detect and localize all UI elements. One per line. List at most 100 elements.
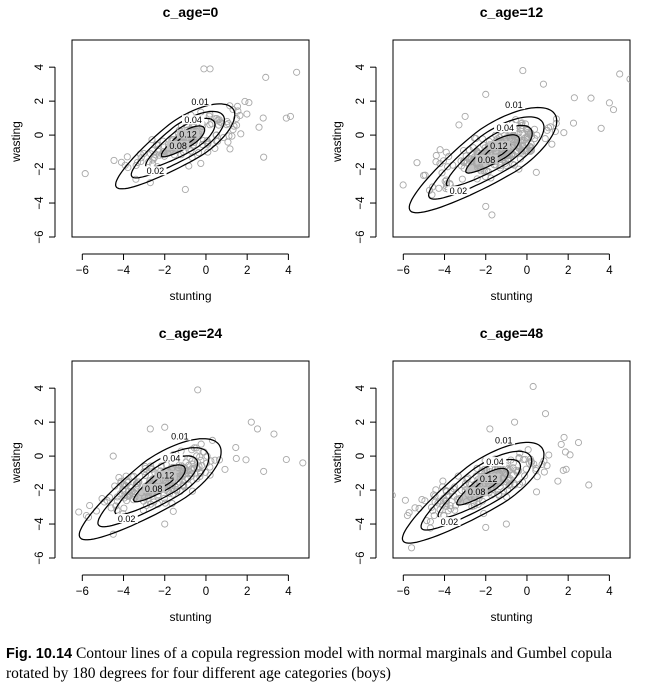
data-point bbox=[526, 130, 534, 138]
data-point bbox=[188, 457, 196, 465]
data-point bbox=[161, 499, 169, 507]
data-point bbox=[199, 136, 207, 145]
data-point bbox=[159, 148, 167, 156]
y-tick-label: −2 bbox=[34, 484, 46, 497]
contour-label: 0.08 bbox=[145, 484, 163, 494]
data-point bbox=[186, 454, 194, 462]
data-point bbox=[411, 504, 419, 512]
data-point bbox=[597, 124, 605, 132]
contour-label: 0.12 bbox=[490, 141, 508, 151]
y-tick-label: 2 bbox=[355, 419, 367, 425]
contour-line bbox=[114, 103, 236, 190]
data-point bbox=[214, 116, 222, 124]
y-tick-label: −6 bbox=[355, 230, 367, 243]
contour-label-bg bbox=[166, 140, 190, 150]
data-point bbox=[557, 440, 565, 448]
data-point bbox=[189, 141, 197, 149]
data-point bbox=[446, 502, 454, 510]
data-point bbox=[403, 511, 411, 520]
contour-label: 0.08 bbox=[478, 155, 496, 165]
contour-line bbox=[456, 467, 509, 506]
data-point bbox=[460, 157, 468, 165]
x-axis-label: stunting bbox=[169, 289, 211, 303]
data-point bbox=[196, 472, 204, 481]
data-point bbox=[496, 164, 504, 172]
data-point bbox=[459, 146, 468, 155]
data-point bbox=[81, 170, 89, 178]
x-tick-label: 0 bbox=[524, 265, 530, 277]
data-point bbox=[436, 160, 444, 168]
data-point bbox=[260, 467, 268, 475]
data-point bbox=[530, 460, 538, 468]
contour-label-bg bbox=[438, 517, 461, 527]
data-point bbox=[445, 152, 453, 160]
y-axis-label: wasting bbox=[330, 442, 344, 484]
data-point bbox=[224, 119, 232, 128]
data-point bbox=[75, 508, 83, 516]
data-point bbox=[451, 502, 460, 510]
data-point bbox=[605, 99, 613, 107]
data-point bbox=[432, 151, 440, 160]
contour-label-bg bbox=[483, 457, 507, 467]
contour-label-bg bbox=[492, 435, 515, 445]
y-tick-label: 2 bbox=[34, 419, 46, 425]
data-point bbox=[543, 462, 551, 470]
x-axis-label: stunting bbox=[490, 289, 532, 303]
x-tick-label: 2 bbox=[244, 586, 250, 598]
data-point bbox=[455, 121, 463, 129]
contour-label-bg bbox=[160, 453, 183, 463]
y-tick-label: −4 bbox=[34, 196, 46, 210]
contour-label-bg bbox=[502, 100, 526, 110]
data-point bbox=[86, 501, 94, 510]
caption-text: Contour lines of a copula regression mod… bbox=[6, 645, 613, 682]
data-point bbox=[482, 523, 490, 531]
x-tick-label: −4 bbox=[438, 265, 452, 277]
data-point bbox=[197, 159, 205, 167]
data-point bbox=[548, 140, 556, 148]
data-point bbox=[529, 382, 537, 391]
caption-label: Fig. 10.14 bbox=[6, 646, 73, 662]
data-point bbox=[132, 175, 140, 183]
data-point bbox=[560, 129, 568, 137]
data-point bbox=[211, 456, 219, 464]
data-point bbox=[438, 169, 446, 177]
data-point bbox=[179, 481, 187, 489]
figure: c_age=0 stunting wasting −6 −4 −2 0 2 4 −6 −4 −2 0 2 4… bbox=[9, 4, 631, 624]
contour-line bbox=[427, 116, 545, 200]
data-point bbox=[221, 465, 229, 473]
plot-frame bbox=[392, 360, 631, 559]
data-point bbox=[255, 123, 263, 131]
data-point bbox=[616, 70, 624, 78]
data-point bbox=[286, 112, 295, 120]
data-point bbox=[486, 425, 494, 433]
data-point bbox=[511, 418, 519, 426]
data-point bbox=[134, 478, 142, 486]
x-axis-label: stunting bbox=[490, 610, 532, 624]
data-point bbox=[454, 496, 462, 504]
data-point bbox=[426, 518, 434, 526]
x-axis-label: stunting bbox=[169, 610, 211, 624]
x-tick-label: 4 bbox=[606, 586, 613, 598]
data-point bbox=[541, 135, 549, 143]
contour-label-bg bbox=[144, 166, 167, 176]
data-point bbox=[224, 138, 232, 146]
data-point bbox=[505, 466, 513, 475]
data-point bbox=[299, 459, 307, 467]
data-point bbox=[494, 490, 503, 498]
data-point bbox=[439, 477, 447, 485]
contour-label-bg bbox=[154, 470, 177, 480]
data-point bbox=[188, 487, 197, 495]
data-point bbox=[161, 423, 169, 431]
plot-frame bbox=[71, 39, 310, 238]
y-tick-label: 0 bbox=[34, 132, 46, 138]
data-point bbox=[120, 504, 128, 512]
data-point bbox=[132, 161, 140, 169]
data-point bbox=[208, 436, 216, 444]
x-tick-label: −6 bbox=[76, 265, 89, 277]
data-point bbox=[451, 506, 459, 514]
contour-label-bg bbox=[477, 473, 500, 483]
data-point bbox=[122, 472, 130, 480]
data-point bbox=[566, 451, 574, 459]
data-point bbox=[626, 75, 630, 83]
data-point bbox=[482, 90, 490, 98]
